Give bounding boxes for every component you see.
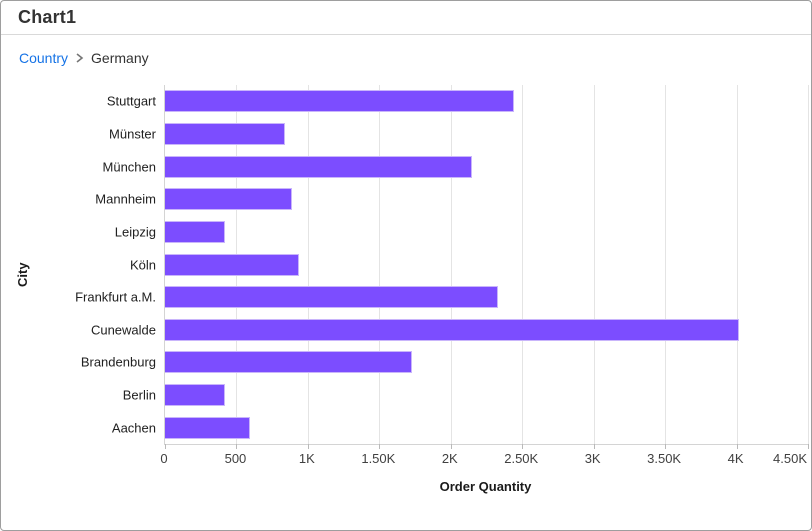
- bar-aachen[interactable]: [165, 416, 251, 439]
- y-tick-label: Köln: [129, 257, 156, 272]
- widget-header: Chart1: [1, 1, 811, 35]
- x-tick-label: 4.50K: [773, 451, 807, 466]
- y-tick-label: Leipzig: [114, 224, 156, 240]
- bar-brandenburg[interactable]: [165, 351, 413, 374]
- x-tick-label: 2K: [441, 451, 458, 466]
- bar-frankfurt-a-m[interactable]: [165, 286, 498, 309]
- bar-mannheim[interactable]: [165, 188, 293, 211]
- x-tick-label: 4K: [727, 451, 744, 466]
- x-tick-label: 3K: [584, 451, 601, 466]
- gridline: [665, 85, 667, 444]
- breadcrumb-item-country[interactable]: Country: [19, 50, 69, 66]
- plot-area: [164, 85, 809, 449]
- x-tick-label: 0: [160, 451, 168, 466]
- x-tick-label: 3.50K: [647, 451, 682, 466]
- x-axis-labels: 0 500 1K 1.50K 2K 2.50K 3K 3.50K 4K 4.50K: [160, 451, 807, 467]
- y-tick-label: Berlin: [122, 387, 156, 403]
- breadcrumb: Country Germany: [19, 49, 149, 67]
- gridline: [307, 85, 309, 444]
- x-tick-mark: [307, 444, 309, 449]
- bar-stuttgart[interactable]: [165, 90, 515, 113]
- bar-leipzig[interactable]: [165, 220, 225, 243]
- bar-m-nster[interactable]: [165, 122, 286, 145]
- x-tick-label: 1K: [298, 451, 315, 466]
- x-axis-title: Order Quantity: [439, 479, 532, 494]
- y-tick-label: Brandenburg: [80, 354, 156, 370]
- x-tick-label: 500: [224, 451, 247, 466]
- x-tick-mark: [236, 444, 238, 449]
- bar-m-nchen[interactable]: [165, 155, 473, 178]
- gridline: [450, 85, 452, 444]
- y-axis-labels: Stuttgart Münster München Mannheim Leipzig Kö…: [1, 85, 156, 444]
- y-tick-label: Cunewalde: [90, 322, 156, 338]
- chart-title: Chart1: [18, 7, 77, 27]
- gridline: [593, 85, 595, 444]
- x-tick-mark: [450, 444, 452, 449]
- gridline: [379, 85, 381, 444]
- y-tick-label: München: [102, 159, 156, 175]
- bar-cunewalde[interactable]: [165, 318, 740, 341]
- y-tick-label: Aachen: [111, 420, 156, 436]
- x-tick-mark: [808, 444, 809, 449]
- y-tick-label: Münster: [109, 126, 156, 142]
- x-tick-label: 2.50K: [504, 451, 539, 466]
- gridline: [522, 85, 524, 444]
- bar-berlin[interactable]: [165, 384, 225, 407]
- x-tick-label: 1.50K: [361, 451, 396, 466]
- x-tick-mark: [379, 444, 381, 449]
- gridline: [808, 85, 809, 444]
- breadcrumb-item-germany: Germany: [91, 50, 149, 66]
- y-tick-label: Mannheim: [95, 191, 156, 207]
- x-tick-mark: [665, 444, 667, 449]
- y-tick-label: Frankfurt a.M.: [75, 289, 156, 305]
- gridline: [736, 85, 738, 444]
- y-tick-label: Stuttgart: [106, 93, 156, 109]
- x-tick-mark: [736, 444, 738, 449]
- x-tick-mark: [522, 444, 524, 449]
- x-tick-mark: [165, 444, 166, 449]
- x-tick-mark: [593, 444, 595, 449]
- chevron-right-icon: [75, 52, 84, 64]
- bar-k-ln[interactable]: [165, 253, 299, 276]
